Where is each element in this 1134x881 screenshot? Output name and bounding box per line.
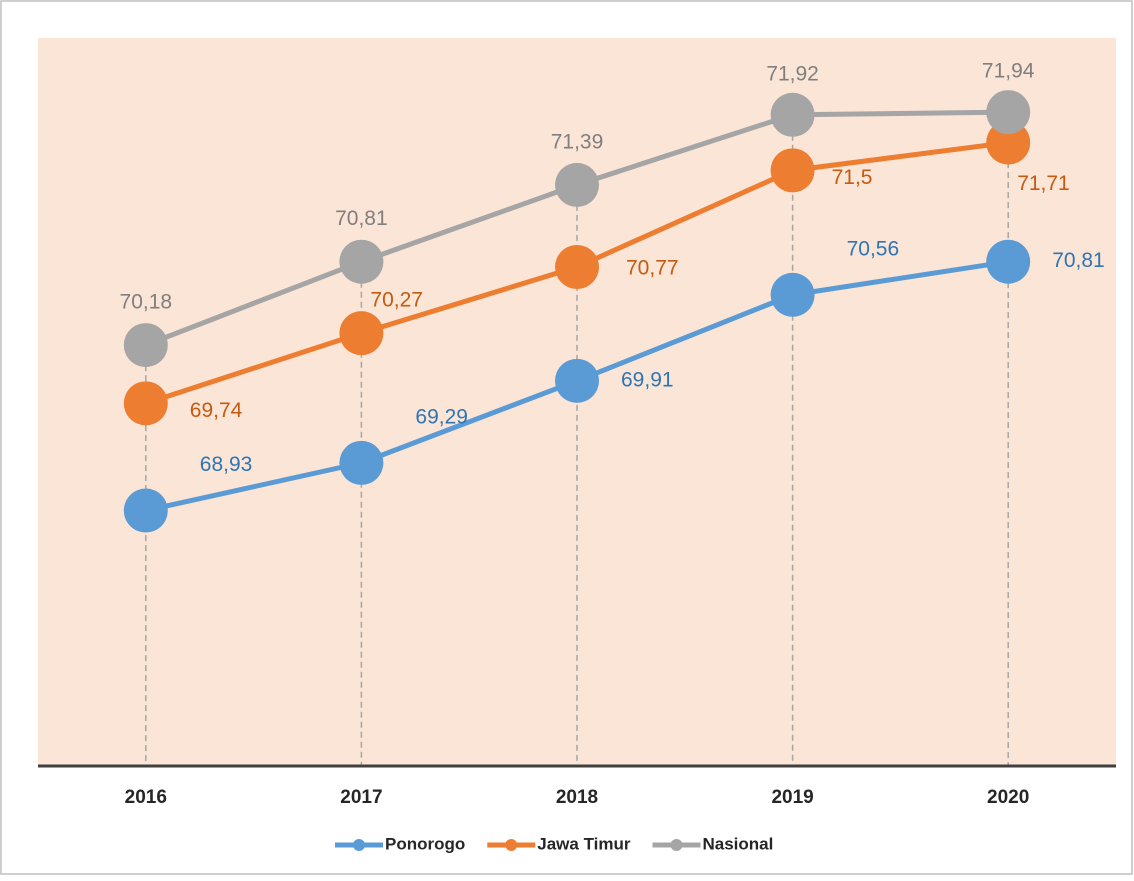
data-label: 70,77 xyxy=(626,257,679,280)
legend-marker xyxy=(353,839,365,851)
legend-label: Jawa Timur xyxy=(537,834,631,853)
data-point xyxy=(555,162,599,207)
x-tick-label: 2016 xyxy=(125,787,167,808)
x-tick-label: 2020 xyxy=(987,787,1029,808)
x-tick-label: 2018 xyxy=(556,787,598,808)
data-label: 71,71 xyxy=(1017,172,1070,195)
data-point xyxy=(339,440,384,485)
data-point xyxy=(986,120,1031,165)
data-point xyxy=(339,239,384,284)
x-tick-label: 2017 xyxy=(340,787,382,808)
data-label: 69,29 xyxy=(415,405,468,428)
data-point xyxy=(555,358,599,403)
data-point xyxy=(770,272,815,317)
data-label: 68,93 xyxy=(200,453,253,476)
data-point xyxy=(123,488,168,533)
data-point xyxy=(555,244,599,289)
data-point xyxy=(339,311,384,356)
x-tick-label: 2019 xyxy=(771,787,813,808)
data-label: 71,94 xyxy=(982,60,1035,83)
legend-label: Ponorogo xyxy=(385,834,465,853)
data-label: 70,27 xyxy=(370,289,423,312)
data-label: 69,74 xyxy=(190,399,243,422)
data-point xyxy=(123,381,168,426)
legend-label: Nasional xyxy=(703,834,774,853)
data-label: 71,5 xyxy=(832,166,873,189)
data-label: 70,81 xyxy=(335,207,388,230)
legend-marker xyxy=(505,839,518,851)
data-point xyxy=(986,90,1031,135)
data-label: 70,56 xyxy=(847,237,900,260)
legend-marker xyxy=(670,839,683,851)
data-point xyxy=(770,92,815,137)
data-point xyxy=(770,148,815,193)
data-point xyxy=(986,239,1031,284)
data-label: 69,91 xyxy=(621,368,674,391)
data-label: 71,92 xyxy=(766,62,819,85)
data-label: 70,81 xyxy=(1052,249,1105,272)
data-point xyxy=(123,323,168,368)
data-label: 70,18 xyxy=(120,291,173,314)
data-label: 71,39 xyxy=(551,130,604,153)
